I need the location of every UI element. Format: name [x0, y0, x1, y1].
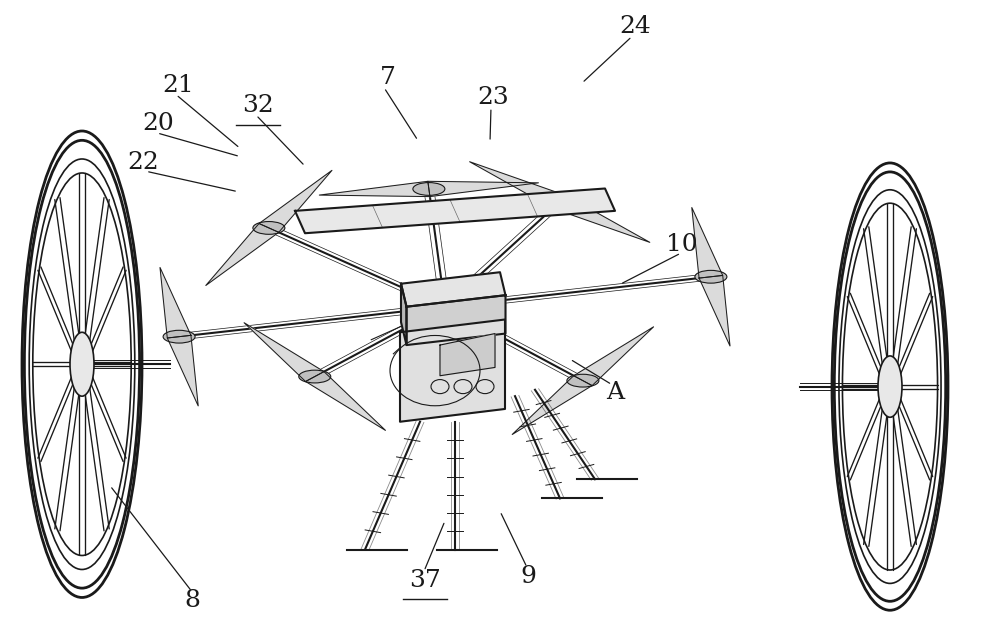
- Text: 20: 20: [142, 112, 174, 135]
- Polygon shape: [319, 181, 430, 197]
- Polygon shape: [306, 372, 385, 431]
- Ellipse shape: [878, 356, 902, 417]
- Ellipse shape: [544, 196, 576, 208]
- Ellipse shape: [413, 183, 445, 196]
- Text: 22: 22: [127, 151, 159, 174]
- Polygon shape: [160, 268, 191, 338]
- Polygon shape: [259, 171, 332, 233]
- Ellipse shape: [299, 370, 331, 383]
- Polygon shape: [406, 295, 506, 345]
- Text: 8: 8: [184, 589, 200, 612]
- Ellipse shape: [163, 330, 195, 343]
- Text: 24: 24: [619, 15, 651, 38]
- Ellipse shape: [567, 374, 599, 387]
- Ellipse shape: [70, 332, 94, 396]
- Polygon shape: [692, 208, 723, 278]
- Ellipse shape: [695, 270, 727, 283]
- Polygon shape: [574, 327, 654, 385]
- Polygon shape: [553, 196, 650, 242]
- Polygon shape: [440, 334, 495, 376]
- Text: 37: 37: [409, 569, 441, 592]
- Polygon shape: [699, 275, 730, 346]
- Polygon shape: [470, 162, 567, 208]
- Text: 7: 7: [380, 66, 396, 89]
- Text: 10: 10: [666, 233, 698, 256]
- Polygon shape: [401, 284, 406, 345]
- Ellipse shape: [253, 222, 285, 235]
- Polygon shape: [206, 224, 279, 286]
- Polygon shape: [401, 272, 506, 307]
- Text: 32: 32: [242, 94, 274, 117]
- Text: 21: 21: [162, 74, 194, 97]
- Text: A: A: [606, 381, 624, 404]
- Text: 23: 23: [477, 86, 509, 109]
- Text: 9: 9: [520, 565, 536, 588]
- Polygon shape: [428, 181, 538, 197]
- Polygon shape: [167, 335, 198, 406]
- Polygon shape: [512, 376, 592, 435]
- Polygon shape: [400, 320, 505, 422]
- Polygon shape: [244, 323, 324, 381]
- Polygon shape: [295, 189, 615, 233]
